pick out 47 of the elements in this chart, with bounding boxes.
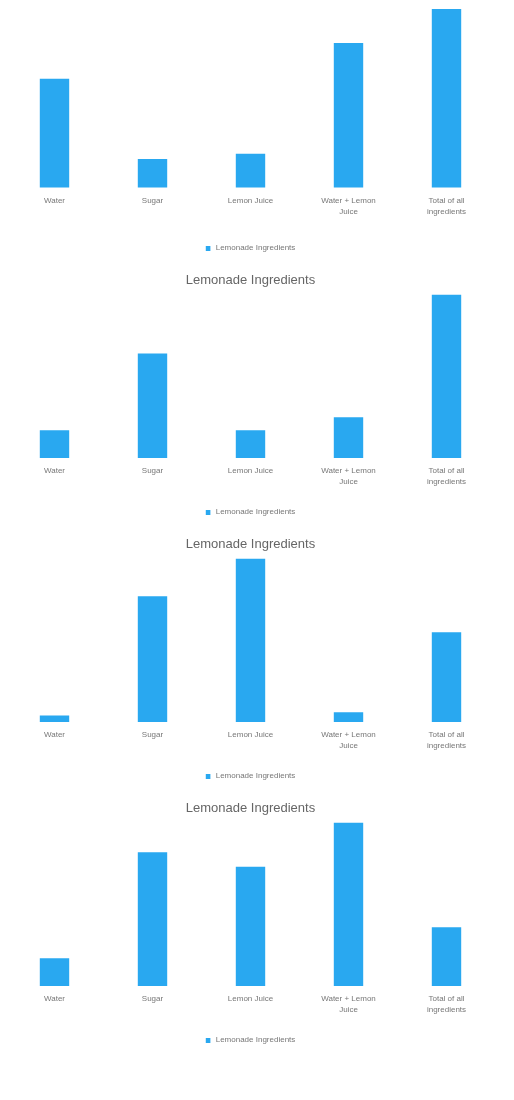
bar <box>333 822 364 986</box>
bar <box>431 632 462 722</box>
bar <box>39 78 70 188</box>
bar <box>137 852 168 986</box>
x-tick-label: Total of all ingredients <box>426 994 467 1014</box>
legend-label: Lemonade Ingredients <box>215 1035 296 1044</box>
bar <box>333 712 364 722</box>
chart-title: Lemonade Ingredients <box>185 799 316 815</box>
x-tick-label: Water <box>43 994 66 1004</box>
x-tick-label: Water <box>43 730 66 740</box>
legend-label: Lemonade Ingredients <box>215 771 296 780</box>
bar <box>431 9 462 188</box>
bar <box>333 42 364 188</box>
bar <box>137 596 168 722</box>
x-tick-label: Sugar <box>141 730 164 740</box>
bar <box>235 558 266 722</box>
bar <box>333 417 364 458</box>
chart-title: Lemonade Ingredients <box>185 271 316 287</box>
x-tick-label: Sugar <box>141 196 164 206</box>
bar <box>137 158 168 188</box>
x-tick-label: Total of all ingredients <box>426 730 467 750</box>
x-tick-label: Total of all ingredients <box>426 196 467 217</box>
x-tick-label: Water + Lemon Juice <box>321 994 376 1014</box>
x-tick-label: Water <box>43 466 66 476</box>
bar <box>39 715 70 722</box>
x-tick-label: Sugar <box>141 466 164 476</box>
bar <box>431 927 462 986</box>
bar <box>235 866 266 986</box>
x-tick-label: Sugar <box>141 994 164 1004</box>
bar <box>39 958 70 986</box>
x-tick-label: Lemon Juice <box>227 730 274 740</box>
chart-title: Lemonade Ingredients <box>185 535 316 551</box>
legend-label: Lemonade Ingredients <box>215 243 296 252</box>
bar <box>235 430 266 458</box>
bar <box>235 153 266 188</box>
x-tick-label: Water + Lemon Juice <box>321 466 376 486</box>
bar <box>431 294 462 458</box>
x-tick-label: Lemon Juice <box>227 196 274 206</box>
legend-label: Lemonade Ingredients <box>215 507 296 516</box>
bar <box>137 353 168 458</box>
x-tick-label: Total of all ingredients <box>426 466 467 486</box>
x-tick-label: Lemon Juice <box>227 466 274 476</box>
bar <box>39 430 70 458</box>
x-tick-label: Water <box>43 196 66 206</box>
x-tick-label: Lemon Juice <box>227 994 274 1004</box>
x-tick-label: Water + Lemon Juice <box>321 196 376 217</box>
x-tick-label: Water + Lemon Juice <box>321 730 376 750</box>
